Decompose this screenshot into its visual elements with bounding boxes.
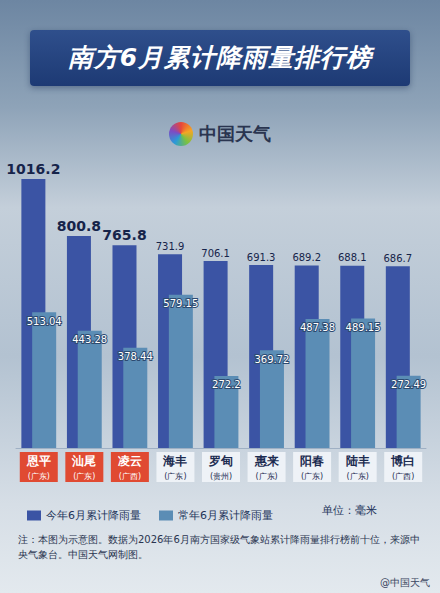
svg-text:陆丰: 陆丰 (346, 454, 370, 468)
svg-text:恩平: 恩平 (26, 454, 51, 468)
svg-text:海丰: 海丰 (162, 454, 187, 468)
svg-text:706.1: 706.1 (201, 248, 230, 259)
svg-text:489.15: 489.15 (346, 322, 381, 333)
svg-text:378.44: 378.44 (118, 351, 153, 362)
svg-text:1016.2: 1016.2 (6, 161, 60, 177)
svg-text:487.38: 487.38 (300, 322, 335, 333)
svg-text:单位：毫米: 单位：毫米 (322, 504, 377, 517)
svg-text:272.49: 272.49 (391, 379, 426, 390)
svg-text:阳春: 阳春 (300, 454, 324, 468)
html-text:注：本图为示意图。数据为2026年6月南方国家级气象站累计降: 注：本图为示意图。数据为2026年6月南方国家级气象站累计降雨量排行榜前十位，来… (18, 534, 420, 560)
svg-text:731.9: 731.9 (156, 241, 185, 252)
html-text:@中国天气: @中国天气 (380, 577, 430, 588)
svg-text:688.1: 688.1 (338, 252, 367, 263)
svg-text:(广东): (广东) (73, 472, 95, 481)
svg-text:800.8: 800.8 (57, 218, 101, 234)
svg-text:(广东): (广东) (347, 472, 369, 481)
svg-text:691.3: 691.3 (247, 252, 276, 263)
svg-text:443.28: 443.28 (72, 334, 107, 345)
svg-text:凌云: 凌云 (118, 454, 142, 468)
html-text:中国天气: 中国天气 (199, 123, 271, 144)
svg-text:罗甸: 罗甸 (208, 454, 233, 468)
svg-text:579.15: 579.15 (163, 298, 198, 309)
svg-text:今年6月累计降雨量: 今年6月累计降雨量 (46, 509, 141, 522)
svg-text:常年6月累计降雨量: 常年6月累计降雨量 (178, 509, 273, 522)
svg-text:272.2: 272.2 (212, 379, 241, 390)
svg-text:765.8: 765.8 (102, 227, 146, 243)
svg-text:369.72: 369.72 (254, 354, 289, 365)
svg-text:汕尾: 汕尾 (71, 454, 96, 468)
svg-text:686.7: 686.7 (384, 253, 413, 264)
svg-text:689.2: 689.2 (292, 252, 321, 263)
svg-text:(广西): (广西) (119, 472, 141, 481)
svg-text:(广东): (广东) (164, 472, 186, 481)
svg-text:博白: 博白 (390, 454, 415, 468)
svg-text:(广西): (广西) (392, 472, 414, 481)
svg-text:(广东): (广东) (255, 472, 277, 481)
html-text:南方6月累计降雨量排行榜: 南方6月累计降雨量排行榜 (67, 43, 373, 72)
svg-text:(广东): (广东) (301, 472, 323, 481)
svg-text:惠来: 惠来 (254, 454, 279, 468)
svg-text:(贵州): (贵州) (210, 472, 232, 481)
svg-text:(广东): (广东) (28, 472, 50, 481)
svg-text:513.04: 513.04 (27, 316, 62, 327)
